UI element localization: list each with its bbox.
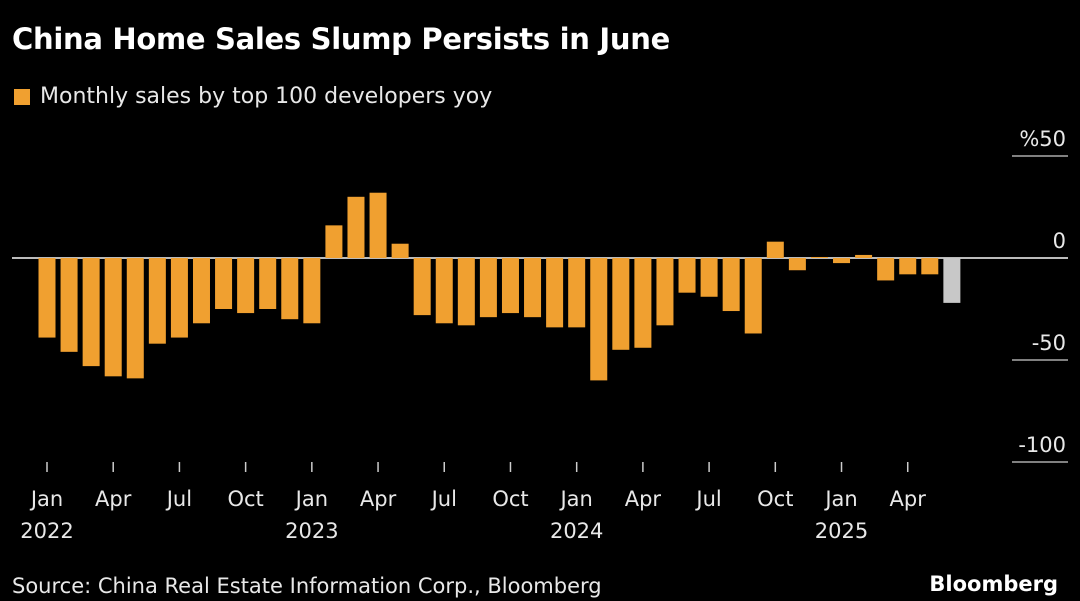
bar-2023-04	[369, 192, 387, 258]
bar-2024-08	[722, 258, 740, 312]
bar-2025-03	[877, 258, 895, 281]
bar-2023-10	[501, 258, 519, 314]
chart-title: China Home Sales Slump Persists in June	[12, 22, 670, 56]
bar-2022-01	[38, 258, 56, 338]
bar-2022-02	[60, 258, 78, 352]
x-tick-month: Jul	[165, 487, 192, 511]
bar-2022-05	[126, 258, 144, 379]
bar-2023-01	[303, 258, 321, 324]
x-tick-year: 2022	[20, 519, 73, 543]
bar-2023-09	[479, 258, 497, 318]
bar-2024-10	[766, 241, 784, 258]
bar-2024-01	[568, 258, 586, 328]
x-tick-month: Jan	[823, 487, 857, 511]
y-tick-label: -50	[1032, 331, 1066, 355]
bloomberg-logo: Bloomberg	[929, 572, 1058, 596]
bar-2022-03	[82, 258, 100, 367]
x-tick-month: Oct	[227, 487, 263, 511]
x-tick-month: Jul	[430, 487, 457, 511]
bar-2023-06	[413, 258, 431, 316]
bar-2024-02	[590, 258, 608, 381]
bar-2022-04	[104, 258, 122, 377]
x-tick-month: Oct	[757, 487, 793, 511]
x-tick-month: Apr	[625, 487, 662, 511]
bar-2023-03	[347, 196, 365, 258]
bar-2024-05	[656, 258, 674, 326]
bar-2023-08	[457, 258, 475, 326]
x-tick-month: Jan	[29, 487, 63, 511]
legend: Monthly sales by top 100 developers yoy	[14, 84, 492, 109]
bar-2022-06	[148, 258, 166, 344]
bar-2024-12	[810, 256, 828, 258]
bar-2023-07	[435, 258, 453, 324]
bar-2023-12	[546, 258, 564, 328]
bar-2022-10	[237, 258, 255, 314]
bar-2025-01	[833, 258, 851, 264]
bar-2022-11	[259, 258, 277, 309]
x-tick-year: 2025	[815, 519, 868, 543]
x-tick-month: Apr	[890, 487, 927, 511]
bar-2025-05	[921, 258, 939, 275]
bar-2024-03	[612, 258, 630, 350]
legend-swatch	[14, 88, 30, 105]
bar-2023-02	[325, 225, 343, 258]
x-tick-month: Jul	[694, 487, 721, 511]
bar-2024-04	[634, 258, 652, 348]
y-tick-label: %50	[1019, 127, 1066, 151]
bar-2025-02	[855, 254, 873, 258]
bar-2025-04	[899, 258, 917, 275]
bar-2023-11	[524, 258, 542, 318]
x-tick-month: Jan	[294, 487, 328, 511]
x-tick-month: Apr	[95, 487, 132, 511]
x-tick-month: Jan	[558, 487, 592, 511]
y-tick-label: -100	[1018, 433, 1066, 457]
bar-2024-09	[744, 258, 762, 334]
x-tick-year: 2023	[285, 519, 338, 543]
legend-label: Monthly sales by top 100 developers yoy	[40, 84, 493, 109]
source-note: Source: China Real Estate Information Co…	[12, 574, 602, 598]
x-tick-month: Oct	[492, 487, 528, 511]
bar-2024-11	[788, 258, 806, 271]
x-tick-month: Apr	[360, 487, 397, 511]
bar-2024-07	[700, 258, 718, 297]
bar-2022-08	[192, 258, 210, 324]
bar-2022-07	[170, 258, 188, 338]
bar-2022-09	[215, 258, 233, 309]
x-tick-year: 2024	[550, 519, 603, 543]
bar-2023-05	[391, 243, 409, 258]
y-tick-label: 0	[1053, 229, 1066, 253]
bar-2022-12	[281, 258, 299, 320]
bar-2025-06	[943, 258, 961, 303]
bar-2024-06	[678, 258, 696, 293]
